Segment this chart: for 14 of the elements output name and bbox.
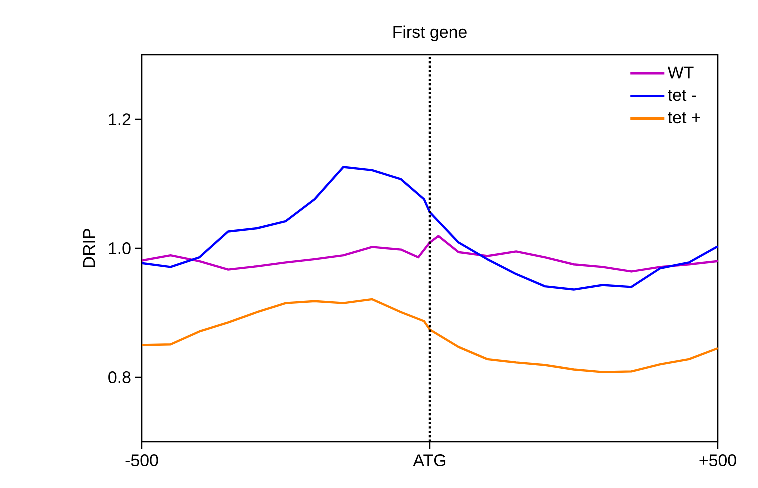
y-tick-label: 1.2 [109,114,131,126]
x-tick-label: +500 [700,454,736,467]
legend-label: tet + [668,112,700,124]
x-tick-label: -500 [126,454,158,467]
line-series [142,298,718,374]
legend-label: tet - [668,90,696,102]
y-tick-label: 0.8 [108,372,131,384]
line-series [142,166,718,291]
line-series [142,235,718,273]
legend-label: WT [668,66,694,79]
x-tick-label: ATG [413,454,446,467]
y-tick-label: 1.0 [109,242,131,254]
y-axis-title: DRIP [83,229,96,268]
chart-title: First gene [394,26,467,42]
